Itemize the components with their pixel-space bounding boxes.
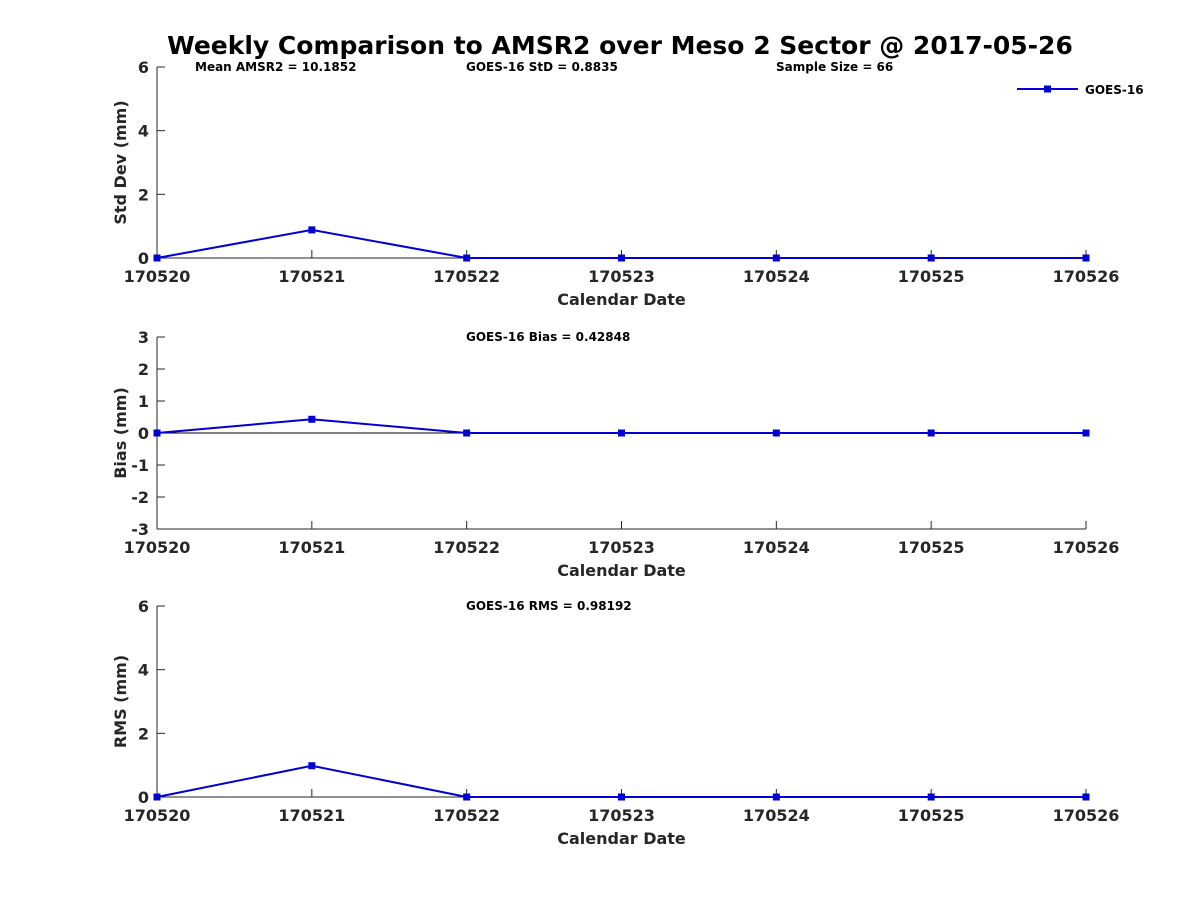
data-point — [308, 415, 316, 423]
chart-panel-2: -3 -2 -1 0 1 2 3 170520 170521 170522 170523 170524… — [111, 328, 1119, 580]
stat-annotation: Sample Size = 66 — [776, 60, 893, 74]
x-tick-label: 170522 — [433, 267, 500, 286]
x-tick-label: 170520 — [124, 538, 191, 557]
y-tick-label: 1 — [138, 392, 149, 411]
data-point — [463, 254, 471, 262]
data-point — [927, 254, 935, 262]
y-axis-label: Bias (mm) — [111, 387, 130, 479]
y-tick-label: 0 — [138, 424, 149, 443]
x-tick-label: 170525 — [898, 538, 965, 557]
y-tick-label: 0 — [138, 788, 149, 807]
data-point — [308, 762, 316, 770]
data-point — [772, 429, 780, 437]
y-tick-label: 0 — [138, 249, 149, 268]
data-point — [153, 429, 161, 437]
x-tick-label: 170526 — [1053, 267, 1120, 286]
chart-panels: 0 2 4 6 170520 170521 170522 170523 170524 170525… — [111, 58, 1144, 848]
figure-title: Weekly Comparison to AMSR2 over Meso 2 S… — [167, 31, 1073, 60]
data-point — [618, 793, 625, 801]
x-tick-label: 170526 — [1053, 538, 1120, 557]
stat-annotation: GOES-16 RMS = 0.98192 — [466, 599, 632, 613]
x-tick-label: 170524 — [743, 806, 810, 825]
x-tick-label: 170523 — [588, 267, 655, 286]
stat-annotation: Mean AMSR2 = 10.1852 — [195, 60, 356, 74]
data-point — [1082, 429, 1090, 437]
y-axis-label: Std Dev (mm) — [111, 100, 130, 224]
x-tick-label: 170522 — [433, 806, 500, 825]
y-tick-label: 6 — [138, 58, 149, 77]
x-tick-label: 170521 — [278, 538, 345, 557]
data-point — [463, 793, 471, 801]
x-axis-label: Calendar Date — [557, 829, 686, 848]
x-tick-label: 170524 — [743, 267, 810, 286]
x-tick-label: 170520 — [124, 267, 191, 286]
legend-marker — [1044, 85, 1051, 93]
stat-annotation: GOES-16 Bias = 0.42848 — [466, 330, 630, 344]
data-point — [1082, 793, 1090, 801]
legend-label: GOES-16 — [1085, 83, 1144, 97]
data-point — [1082, 254, 1090, 262]
x-tick-label: 170520 — [124, 806, 191, 825]
y-tick-label: -1 — [131, 456, 149, 475]
y-tick-label: 2 — [138, 360, 149, 379]
x-axis-label: Calendar Date — [557, 290, 686, 309]
data-point — [308, 226, 316, 234]
data-point — [618, 429, 625, 437]
x-axis-label: Calendar Date — [557, 561, 686, 580]
chart-panel-1: 0 2 4 6 170520 170521 170522 170523 170524 170525… — [111, 58, 1144, 309]
y-tick-label: 4 — [138, 661, 149, 680]
chart-panel-3: 0 2 4 6 170520 170521 170522 170523 170524 170525… — [111, 597, 1119, 848]
data-point — [153, 254, 161, 262]
data-point — [927, 429, 935, 437]
y-tick-label: 2 — [138, 185, 149, 204]
x-tick-label: 170523 — [588, 538, 655, 557]
data-point — [463, 429, 471, 437]
x-tick-label: 170521 — [278, 267, 345, 286]
x-tick-label: 170526 — [1053, 806, 1120, 825]
y-tick-label: 6 — [138, 597, 149, 616]
x-tick-label: 170524 — [743, 538, 810, 557]
y-tick-label: -3 — [131, 520, 149, 539]
y-tick-label: 4 — [138, 122, 149, 141]
y-axis-label: RMS (mm) — [111, 655, 130, 748]
data-point — [772, 254, 780, 262]
legend: GOES-16 — [1017, 83, 1144, 97]
x-tick-label: 170525 — [898, 267, 965, 286]
data-point — [153, 793, 161, 801]
data-point — [618, 254, 625, 262]
x-tick-label: 170523 — [588, 806, 655, 825]
y-tick-label: 2 — [138, 724, 149, 743]
x-tick-label: 170521 — [278, 806, 345, 825]
data-point — [772, 793, 780, 801]
y-tick-label: 3 — [138, 328, 149, 347]
y-tick-label: -2 — [131, 488, 149, 507]
x-tick-label: 170522 — [433, 538, 500, 557]
x-tick-label: 170525 — [898, 806, 965, 825]
stat-annotation: GOES-16 StD = 0.8835 — [466, 60, 618, 74]
data-point — [927, 793, 935, 801]
